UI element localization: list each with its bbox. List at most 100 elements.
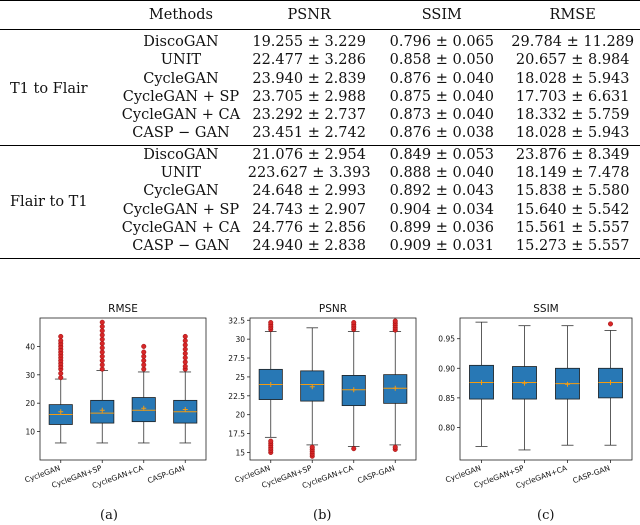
ssim-cell: 0.796 ± 0.065 bbox=[389, 34, 494, 50]
header-group bbox=[0, 0, 122, 30]
mean-marker bbox=[565, 381, 570, 387]
table-row: CASP − GAN 23.451 ± 2.742 0.876 ± 0.038 18.… bbox=[0, 124, 640, 145]
rmse-boxplot: RMSE10203040CycleGANCycleGAN+SPCycleGAN+… bbox=[24, 303, 207, 490]
table-row: CycleGAN + SP 24.743 ± 2.907 0.904 ± 0.034… bbox=[0, 201, 640, 219]
caption-c: (c) bbox=[537, 508, 555, 523]
box-plots: RMSE 10 20 30 40 CycleGAN CycleGAN+SP CycleGAN+… bbox=[0, 300, 640, 525]
rmse-cell: 17.703 ± 6.631 bbox=[515, 88, 630, 105]
outlier-point bbox=[99, 341, 105, 347]
outlier-point bbox=[141, 362, 147, 368]
chart-title: SSIM bbox=[533, 303, 559, 315]
method-cell: UNIT bbox=[160, 165, 202, 182]
ssim-cell: 0.858 ± 0.050 bbox=[389, 52, 494, 69]
psnr-cell: 22.477 ± 3.286 bbox=[252, 52, 366, 69]
ssim-cell: 0.892 ± 0.043 bbox=[389, 183, 494, 200]
outlier-point bbox=[309, 444, 315, 450]
outlier-point bbox=[268, 438, 274, 444]
rmse-cell: 29.784 ± 11.289 bbox=[511, 34, 635, 50]
rmse-cell: 18.028 ± 5.943 bbox=[515, 70, 630, 87]
method-cell: CycleGAN + CA bbox=[121, 219, 241, 236]
results-table-section: Methods PSNR SSIM RMSE T1 to Flair DiscoG… bbox=[0, 0, 640, 259]
group-t1-to-flair: T1 to Flair DiscoGAN 19.255 ± 3.229 0.796 ±… bbox=[0, 30, 640, 146]
y-tick-label: 22.5 bbox=[228, 392, 245, 401]
method-cell: CycleGAN bbox=[143, 183, 219, 200]
y-tick-label: 30 bbox=[25, 371, 35, 380]
y-tick-label: 20 bbox=[25, 399, 35, 408]
table-row: CycleGAN + CA 23.292 ± 2.737 0.873 ± 0.040… bbox=[0, 106, 640, 124]
mean-marker bbox=[99, 407, 105, 413]
outlier-point bbox=[58, 370, 64, 376]
rmse-cell: 18.028 ± 5.943 bbox=[515, 125, 630, 142]
outlier-point bbox=[182, 338, 188, 344]
psnr-cell: 23.705 ± 2.988 bbox=[252, 88, 366, 105]
outlier-point bbox=[99, 324, 105, 330]
ssim-cell: 0.876 ± 0.040 bbox=[389, 70, 494, 87]
mean-marker bbox=[182, 406, 188, 412]
psnr-cell: 24.940 ± 2.838 bbox=[252, 238, 366, 255]
results-table: Methods PSNR SSIM RMSE T1 to Flair DiscoG… bbox=[0, 0, 640, 259]
ssim-boxplot: SSIM0.800.850.900.95CycleGANCycleGAN+SPC… bbox=[438, 303, 633, 490]
method-cell: CycleGAN + SP bbox=[122, 88, 240, 105]
outlier-point bbox=[182, 333, 188, 339]
ssim-cell: 0.904 ± 0.034 bbox=[389, 201, 494, 218]
ssim-cell: 0.849 ± 0.053 bbox=[378, 144, 506, 165]
x-tick-label: CASP-GAN bbox=[356, 463, 396, 485]
outlier-point bbox=[99, 366, 105, 372]
group-label: Flair to T1 bbox=[0, 144, 122, 259]
table-header-row: Methods PSNR SSIM RMSE bbox=[0, 0, 640, 30]
table-row: UNIT 22.477 ± 3.286 0.858 ± 0.050 20.657 ± … bbox=[0, 51, 640, 69]
x-tick-label: CASP-GAN bbox=[146, 463, 186, 485]
method-cell: CASP − GAN bbox=[132, 238, 230, 255]
psnr-cell: 223.627 ± 3.393 bbox=[247, 165, 371, 182]
outlier-point bbox=[182, 359, 188, 365]
outlier-point bbox=[351, 446, 357, 452]
group-flair-to-t1: Flair to T1 DiscoGAN 21.076 ± 2.954 0.849 ±… bbox=[0, 144, 640, 259]
y-tick-label: 10 bbox=[25, 428, 35, 437]
outlier-point bbox=[607, 321, 613, 327]
rmse-cell: 18.149 ± 7.478 bbox=[515, 165, 630, 182]
outlier-point bbox=[58, 333, 64, 339]
table-row: CycleGAN + SP 23.705 ± 2.988 0.875 ± 0.040… bbox=[0, 88, 640, 106]
y-tick-label: 20 bbox=[235, 411, 245, 420]
mean-marker bbox=[351, 387, 357, 393]
header-methods: Methods bbox=[121, 0, 241, 30]
y-tick-label: 40 bbox=[25, 342, 35, 351]
y-tick-label: 0.95 bbox=[438, 335, 455, 344]
psnr-cell: 23.451 ± 2.742 bbox=[252, 125, 366, 142]
y-tick-label: 0.85 bbox=[438, 394, 455, 403]
method-cell: DiscoGAN bbox=[143, 34, 219, 50]
outlier-point bbox=[58, 338, 64, 344]
psnr-cell: 19.255 ± 3.229 bbox=[252, 34, 366, 50]
psnr-boxplot: PSNR1517.52022.52527.53032.5CycleGANCycl… bbox=[228, 303, 417, 490]
ssim-cell: 0.899 ± 0.036 bbox=[389, 219, 494, 236]
outlier-point bbox=[99, 362, 105, 368]
group-label: T1 to Flair bbox=[10, 80, 88, 97]
plot-frame bbox=[39, 317, 207, 461]
ssim-cell: 0.876 ± 0.038 bbox=[389, 125, 494, 142]
rmse-cell: 15.640 ± 5.542 bbox=[515, 201, 630, 218]
outlier-point bbox=[99, 336, 105, 342]
y-tick-label: 30 bbox=[235, 335, 245, 344]
psnr-cell: 23.292 ± 2.737 bbox=[252, 107, 366, 124]
outlier-point bbox=[99, 353, 105, 359]
outlier-point bbox=[182, 363, 188, 369]
outlier-point bbox=[268, 320, 274, 326]
mean-marker bbox=[522, 380, 527, 386]
rmse-cell: 18.332 ± 5.759 bbox=[515, 107, 630, 124]
plot-frame bbox=[459, 317, 633, 461]
header-ssim: SSIM bbox=[378, 0, 506, 30]
ssim-cell: 0.873 ± 0.040 bbox=[389, 107, 494, 124]
y-tick-label: 0.90 bbox=[438, 364, 455, 373]
outlier-point bbox=[141, 343, 147, 349]
x-tick-label: CASP-GAN bbox=[571, 463, 611, 485]
ssim-cell: 0.888 ± 0.040 bbox=[389, 165, 494, 182]
table-row: CycleGAN + CA 24.776 ± 2.856 0.899 ± 0.036… bbox=[0, 219, 640, 237]
y-tick-label: 32.5 bbox=[228, 316, 245, 325]
mean-marker bbox=[392, 385, 398, 391]
outlier-point bbox=[182, 342, 188, 348]
rmse-cell: 20.657 ± 8.984 bbox=[515, 52, 630, 69]
rmse-cell: 15.273 ± 5.557 bbox=[515, 238, 630, 255]
psnr-cell: 23.940 ± 2.839 bbox=[252, 70, 366, 87]
outlier-point bbox=[99, 328, 105, 334]
y-tick-label: 15 bbox=[235, 448, 245, 457]
